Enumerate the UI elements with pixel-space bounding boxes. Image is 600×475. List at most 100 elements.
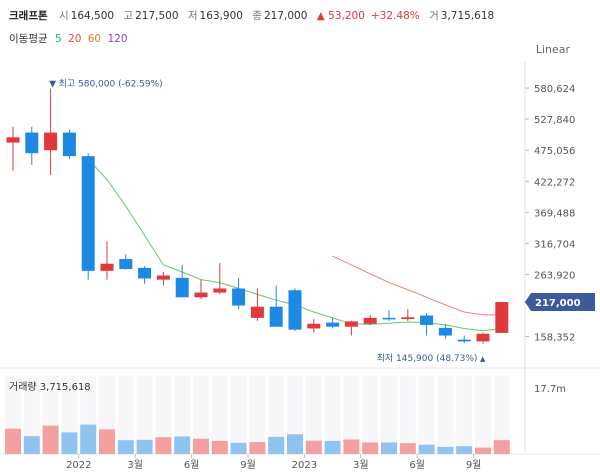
volume-bar[interactable] [493, 440, 510, 454]
volume-bar[interactable] [418, 444, 435, 454]
candle-body[interactable] [344, 321, 358, 327]
candle-body[interactable] [269, 306, 283, 327]
x-tick-label: 2022 [66, 460, 91, 471]
candle-body[interactable] [363, 317, 377, 324]
volume-column-bg [193, 376, 209, 454]
volume-bar[interactable] [5, 428, 21, 454]
ma-20-period[interactable]: 20 [68, 33, 82, 45]
candle-body[interactable] [401, 317, 415, 320]
volume-column-bg [23, 376, 40, 454]
volume-bar[interactable] [381, 442, 397, 454]
y-tick-label: 263,920 [534, 270, 575, 281]
volume-bar[interactable] [475, 447, 491, 454]
volume-label: 거 [429, 10, 439, 22]
volume-bar[interactable] [155, 437, 172, 454]
volume-tick-label: 17.7m [534, 384, 566, 395]
low-annotation: 최저 145,900 (48.73%) [377, 353, 478, 364]
x-tick-label: 6월 [409, 459, 425, 471]
volume-bar[interactable] [61, 432, 78, 454]
x-tick-label: 9월 [240, 459, 256, 471]
high-marker: ▼ [49, 79, 56, 89]
volume-column-bg [437, 376, 454, 454]
volume-bar[interactable] [23, 436, 40, 454]
moving-average-legend[interactable]: 이동평균 5 20 60 120 [9, 31, 128, 46]
candle-body[interactable] [100, 263, 114, 271]
volume-column-bg [249, 376, 266, 454]
volume-bar[interactable] [324, 440, 341, 454]
low-label: 저 [187, 10, 198, 22]
stock-name[interactable]: 크래프톤 [9, 10, 48, 22]
y-tick-label: 422,272 [534, 177, 575, 188]
volume-column-bg [343, 376, 360, 454]
price-change-percent: +32.48% [370, 10, 420, 22]
candle-body[interactable] [44, 132, 58, 151]
last-price-tag [525, 293, 595, 311]
volume-column-bg [230, 376, 247, 454]
volume-column-bg [174, 376, 191, 454]
candle-body[interactable] [25, 132, 39, 154]
candle-body[interactable] [420, 315, 434, 325]
volume-bar[interactable] [399, 443, 416, 454]
candle-body[interactable] [250, 306, 264, 318]
candle-body[interactable] [156, 275, 170, 280]
volume-column-bg [399, 376, 416, 454]
open-label: 시 [58, 10, 69, 22]
y-tick-label: 527,840 [534, 115, 575, 126]
volume-column-bg [381, 376, 397, 454]
volume-bar[interactable] [437, 446, 454, 454]
volume-column-bg [475, 376, 491, 454]
volume-bar[interactable] [456, 446, 473, 454]
volume-bar[interactable] [362, 442, 379, 454]
candle-body[interactable] [175, 277, 189, 298]
low-value: 163,900 [199, 10, 243, 22]
x-tick-label: 3월 [353, 459, 369, 471]
volume-bar[interactable] [268, 436, 285, 454]
volume-bar[interactable] [80, 424, 97, 454]
volume-bar[interactable] [117, 440, 134, 454]
volume-bar[interactable] [305, 440, 322, 454]
volume-bar[interactable] [230, 442, 247, 454]
volume-bar[interactable] [343, 439, 360, 454]
high-annotation: 최고 580,000 (-62.59%) [59, 78, 163, 89]
candle-body[interactable] [119, 259, 133, 270]
candle-body[interactable] [232, 288, 246, 306]
volume-bar[interactable] [193, 438, 209, 454]
volume-column-bg [117, 376, 134, 454]
candle-body[interactable] [213, 288, 227, 293]
volume-column-bg [305, 376, 322, 454]
candle-body[interactable] [194, 292, 208, 298]
volume-bar[interactable] [42, 425, 59, 454]
candle-body[interactable] [326, 322, 340, 327]
ma-5-period[interactable]: 5 [54, 33, 62, 45]
candle-body[interactable] [438, 327, 452, 336]
ma-20-line [332, 255, 502, 316]
ma-60-period[interactable]: 60 [87, 33, 102, 45]
volume-column-bg [418, 376, 435, 454]
scale-mode-toggle[interactable]: Linear [535, 43, 570, 56]
quote-header: 크래프톤 시 164,500 고 217,500 저 163,900 종 217,000… [0, 0, 600, 58]
volume-value: 3,715,618 [440, 10, 495, 22]
candle-body[interactable] [495, 302, 509, 333]
last-price-label: 217,000 [535, 298, 581, 309]
candle-body[interactable] [307, 323, 321, 329]
volume-bar[interactable] [174, 436, 191, 454]
volume-bar[interactable] [211, 440, 228, 454]
y-tick-label: 316,704 [534, 239, 575, 250]
candle-body[interactable] [288, 290, 302, 330]
moving-average-title[interactable]: 이동평균 [9, 33, 48, 45]
candle-body[interactable] [382, 317, 396, 320]
y-tick-label: 580,624 [534, 84, 575, 95]
volume-bar[interactable] [136, 439, 153, 454]
volume-bar[interactable] [287, 434, 303, 454]
candle-body[interactable] [81, 156, 95, 271]
ma-120-period[interactable]: 120 [107, 33, 128, 45]
candle-body[interactable] [62, 132, 76, 157]
candle-body[interactable] [476, 333, 490, 342]
candle-body[interactable] [6, 137, 20, 143]
volume-bar[interactable] [99, 429, 115, 454]
volume-bar[interactable] [249, 442, 266, 454]
candle-body[interactable] [138, 267, 152, 279]
volume-column-bg [268, 376, 285, 454]
candle-body[interactable] [457, 339, 471, 342]
